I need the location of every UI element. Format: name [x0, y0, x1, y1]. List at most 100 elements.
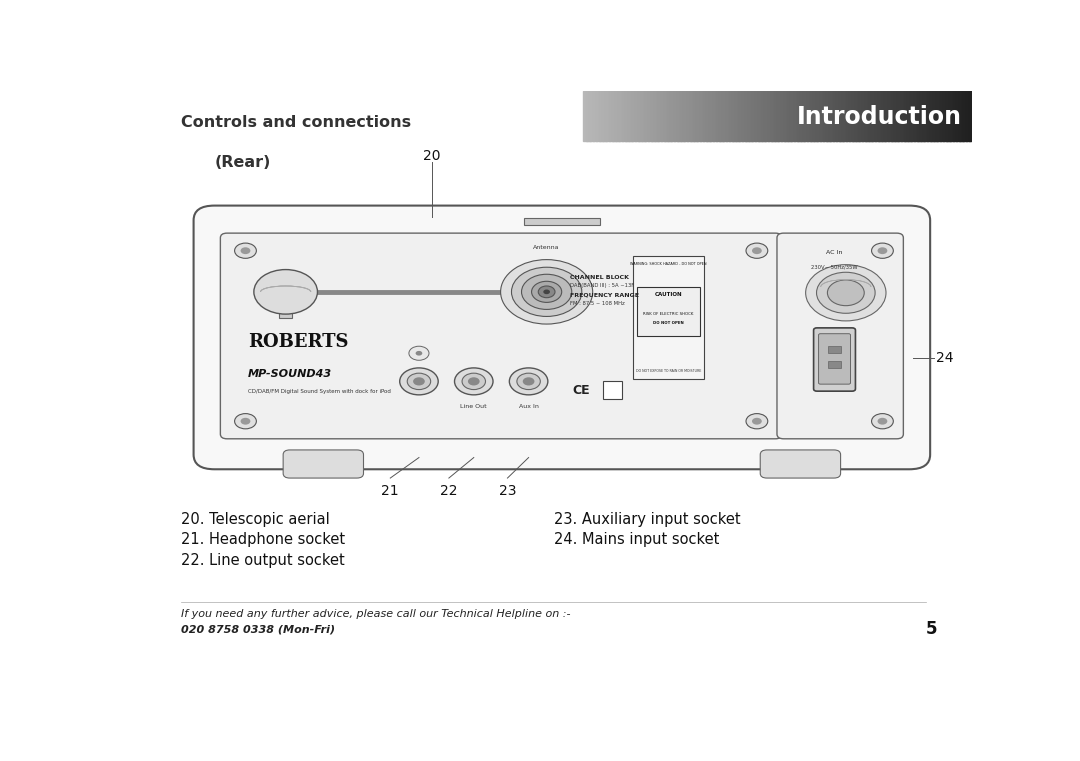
Bar — [794, 91, 798, 141]
Bar — [586, 91, 591, 141]
Bar — [936, 91, 942, 141]
Text: 020 8758 0338 (Mon-Fri): 020 8758 0338 (Mon-Fri) — [181, 624, 335, 634]
Bar — [690, 91, 694, 141]
Bar — [619, 91, 623, 141]
Circle shape — [510, 368, 548, 395]
Text: 22: 22 — [441, 484, 458, 498]
Bar — [710, 91, 714, 141]
Bar — [703, 91, 707, 141]
Bar — [784, 91, 788, 141]
Text: RISK OF ELECTRIC SHOCK: RISK OF ELECTRIC SHOCK — [644, 313, 693, 317]
Bar — [761, 91, 766, 141]
Bar — [833, 91, 837, 141]
Bar — [839, 91, 843, 141]
Bar — [739, 91, 743, 141]
Text: Line Out: Line Out — [460, 403, 487, 409]
Bar — [693, 91, 698, 141]
Bar — [859, 91, 863, 141]
Bar — [914, 91, 918, 141]
Bar — [894, 91, 899, 141]
Bar — [865, 91, 869, 141]
Text: FREQUENCY RANGE: FREQUENCY RANGE — [570, 292, 638, 298]
Bar — [755, 91, 759, 141]
Circle shape — [234, 243, 256, 258]
Bar — [816, 91, 821, 141]
Circle shape — [543, 289, 550, 295]
Bar — [962, 91, 968, 141]
Bar — [674, 91, 678, 141]
Bar — [778, 91, 782, 141]
Bar — [667, 91, 672, 141]
Bar — [648, 91, 652, 141]
Bar — [593, 91, 597, 141]
Bar — [828, 361, 841, 368]
Bar — [820, 91, 824, 141]
Text: MP-SOUND43: MP-SOUND43 — [248, 369, 333, 379]
FancyBboxPatch shape — [819, 334, 850, 384]
Bar — [920, 91, 926, 141]
Bar — [800, 91, 805, 141]
Circle shape — [538, 286, 555, 298]
Circle shape — [234, 414, 256, 429]
Bar — [927, 91, 932, 141]
Bar — [716, 91, 720, 141]
Bar — [604, 381, 622, 399]
Bar — [828, 346, 841, 353]
Bar — [933, 91, 939, 141]
Bar — [907, 91, 912, 141]
Bar — [813, 91, 818, 141]
Circle shape — [746, 414, 768, 429]
Bar — [774, 91, 779, 141]
Bar — [872, 91, 876, 141]
Bar — [603, 91, 607, 141]
Bar — [748, 91, 753, 141]
Bar — [910, 91, 915, 141]
Bar — [622, 91, 626, 141]
Text: CD/DAB/FM Digital Sound System with dock for iPod: CD/DAB/FM Digital Sound System with dock… — [248, 389, 391, 394]
Bar — [700, 91, 704, 141]
Text: 5: 5 — [926, 620, 936, 638]
Bar — [583, 91, 588, 141]
Text: WARNING: SHOCK HAZARD - DO NOT OPEN: WARNING: SHOCK HAZARD - DO NOT OPEN — [630, 262, 706, 266]
Text: Antenna: Antenna — [534, 244, 559, 250]
Bar — [885, 91, 889, 141]
Circle shape — [806, 265, 886, 321]
Bar — [723, 91, 727, 141]
Circle shape — [872, 243, 893, 258]
Bar — [729, 91, 733, 141]
Circle shape — [241, 418, 251, 425]
Bar — [633, 256, 704, 379]
Bar — [943, 91, 948, 141]
Bar — [791, 91, 795, 141]
Text: (Rear): (Rear) — [215, 155, 271, 170]
Bar — [671, 91, 675, 141]
Bar — [765, 91, 769, 141]
Text: 23. Auxiliary input socket: 23. Auxiliary input socket — [554, 511, 740, 527]
Bar — [881, 91, 886, 141]
Bar — [654, 91, 659, 141]
Bar — [917, 91, 922, 141]
Bar — [953, 91, 958, 141]
Bar — [742, 91, 746, 141]
Bar — [726, 91, 730, 141]
Bar — [596, 91, 600, 141]
Circle shape — [468, 377, 480, 386]
Bar — [637, 287, 700, 336]
Circle shape — [407, 373, 431, 390]
Bar — [599, 91, 604, 141]
Bar — [606, 91, 610, 141]
Circle shape — [501, 260, 593, 324]
Bar — [923, 91, 929, 141]
Bar — [524, 218, 599, 225]
Text: Aux In: Aux In — [518, 403, 539, 409]
Bar — [680, 91, 685, 141]
Circle shape — [872, 414, 893, 429]
Bar — [862, 91, 866, 141]
Bar — [735, 91, 740, 141]
FancyBboxPatch shape — [813, 328, 855, 391]
Bar — [823, 91, 827, 141]
Bar — [946, 91, 951, 141]
Bar — [651, 91, 656, 141]
Bar — [279, 298, 293, 318]
Circle shape — [531, 282, 562, 302]
